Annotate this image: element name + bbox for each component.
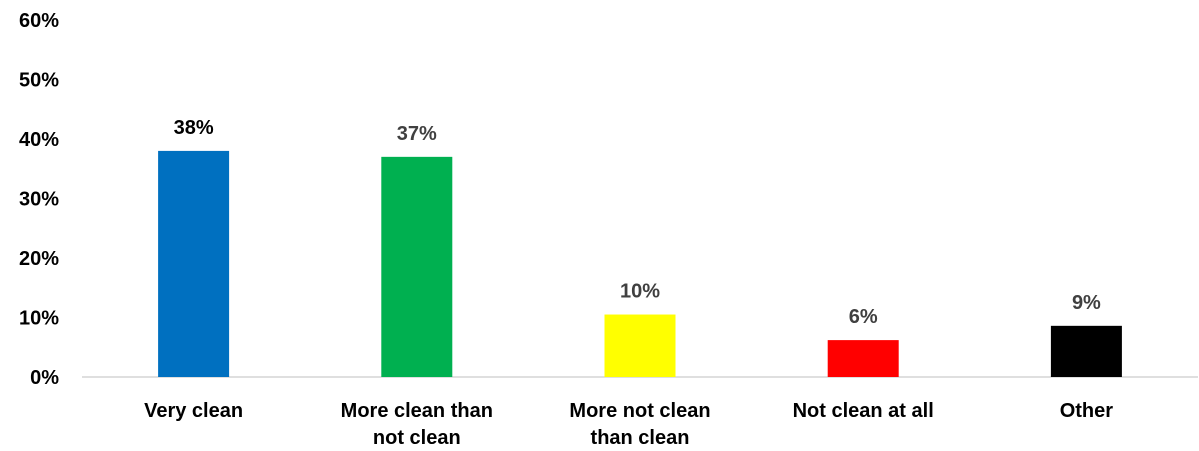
category-label: More clean than not clean [341, 400, 493, 449]
data-labels: 38% 37% 10% 6% 9% [174, 117, 1101, 328]
category-label: Not clean at all [793, 400, 934, 422]
y-tick-label: 60% [19, 10, 59, 32]
data-label: 9% [1072, 292, 1101, 314]
bar [604, 314, 676, 377]
data-label: 37% [397, 123, 437, 145]
y-axis: 0% 10% 20% 30% 40% 50% 60% [19, 10, 59, 389]
category-label: Other [1060, 400, 1114, 422]
category-label: More not clean than clean [569, 400, 710, 449]
y-tick-label: 30% [19, 189, 59, 211]
y-tick-label: 0% [30, 367, 59, 389]
y-tick-label: 40% [19, 129, 59, 151]
bar [381, 156, 453, 377]
bar [1050, 325, 1122, 377]
bar [158, 150, 230, 377]
bar [827, 340, 899, 377]
y-tick-label: 20% [19, 248, 59, 270]
bars [158, 150, 1122, 377]
category-label: Very clean [144, 400, 243, 422]
x-axis: Very clean More clean than not clean More n… [144, 400, 1113, 449]
data-label: 6% [849, 306, 878, 328]
y-tick-label: 50% [19, 70, 59, 92]
data-label: 10% [620, 281, 660, 303]
data-label: 38% [174, 117, 214, 139]
y-tick-label: 10% [19, 308, 59, 330]
